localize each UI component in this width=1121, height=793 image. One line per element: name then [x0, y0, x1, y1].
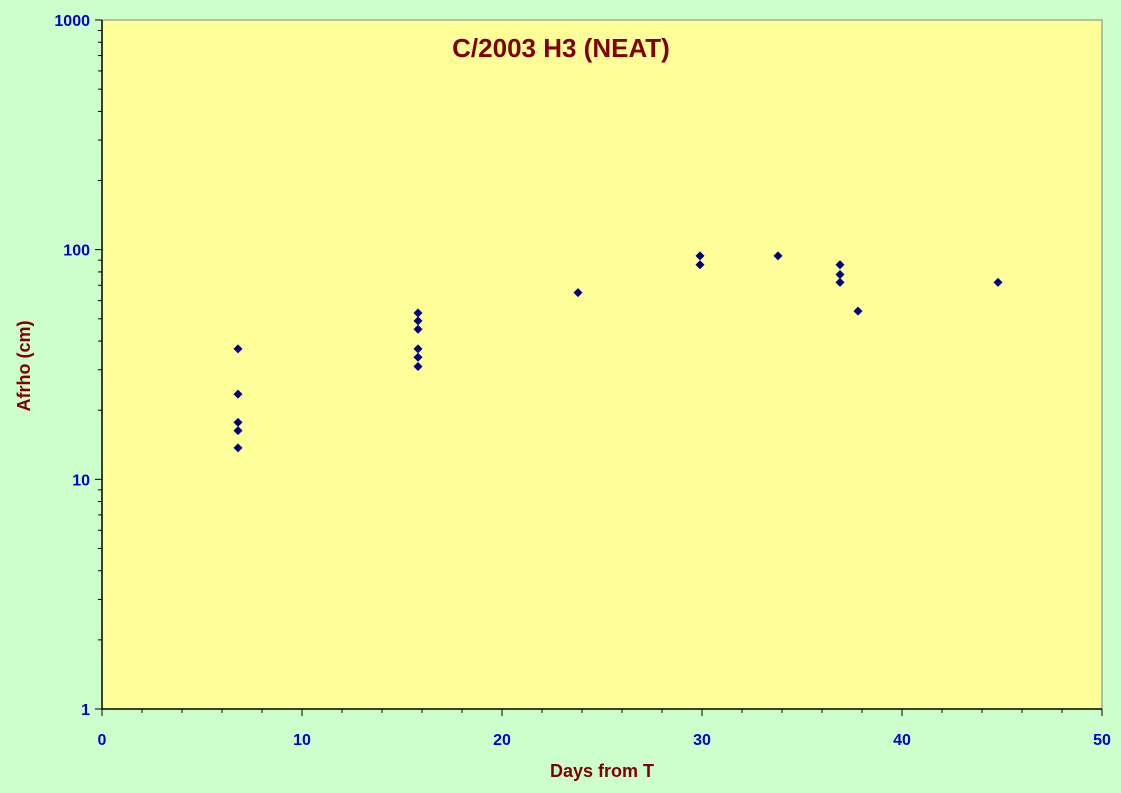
data-point [413, 316, 423, 326]
data-point [835, 277, 845, 287]
data-points [233, 251, 1003, 453]
x-tick-label: 20 [493, 732, 511, 749]
data-point [695, 251, 705, 261]
chart-title: C/2003 H3 (NEAT) [452, 33, 670, 63]
data-point [413, 308, 423, 318]
y-tick-label: 100 [63, 243, 90, 260]
data-point [233, 389, 243, 399]
data-point [853, 306, 863, 316]
data-point [695, 260, 705, 270]
data-point [413, 361, 423, 371]
data-point [413, 352, 423, 362]
x-tick-label: 10 [293, 732, 311, 749]
x-tick-label: 0 [98, 732, 107, 749]
x-tick-label: 50 [1093, 732, 1111, 749]
x-tick-label: 30 [693, 732, 711, 749]
data-point [413, 344, 423, 354]
data-point [773, 251, 783, 261]
y-axis-ticks: 1 10 100 1000 [54, 13, 102, 719]
y-tick-label: 10 [72, 472, 90, 489]
data-point [233, 426, 243, 436]
data-point [413, 324, 423, 334]
data-point [233, 344, 243, 354]
data-point [835, 260, 845, 270]
y-tick-label: 1 [81, 702, 90, 719]
x-tick-label: 40 [893, 732, 911, 749]
data-point [835, 269, 845, 279]
data-point [993, 277, 1003, 287]
x-axis-ticks: 0 10 20 30 40 50 [98, 709, 1111, 749]
data-point [233, 443, 243, 453]
x-axis-title: Days from T [550, 761, 654, 781]
plot-area [101, 19, 1103, 710]
data-point [573, 288, 583, 298]
y-axis-title: Afrho (cm) [14, 321, 34, 412]
data-point [233, 417, 243, 427]
y-tick-label: 1000 [54, 13, 90, 30]
